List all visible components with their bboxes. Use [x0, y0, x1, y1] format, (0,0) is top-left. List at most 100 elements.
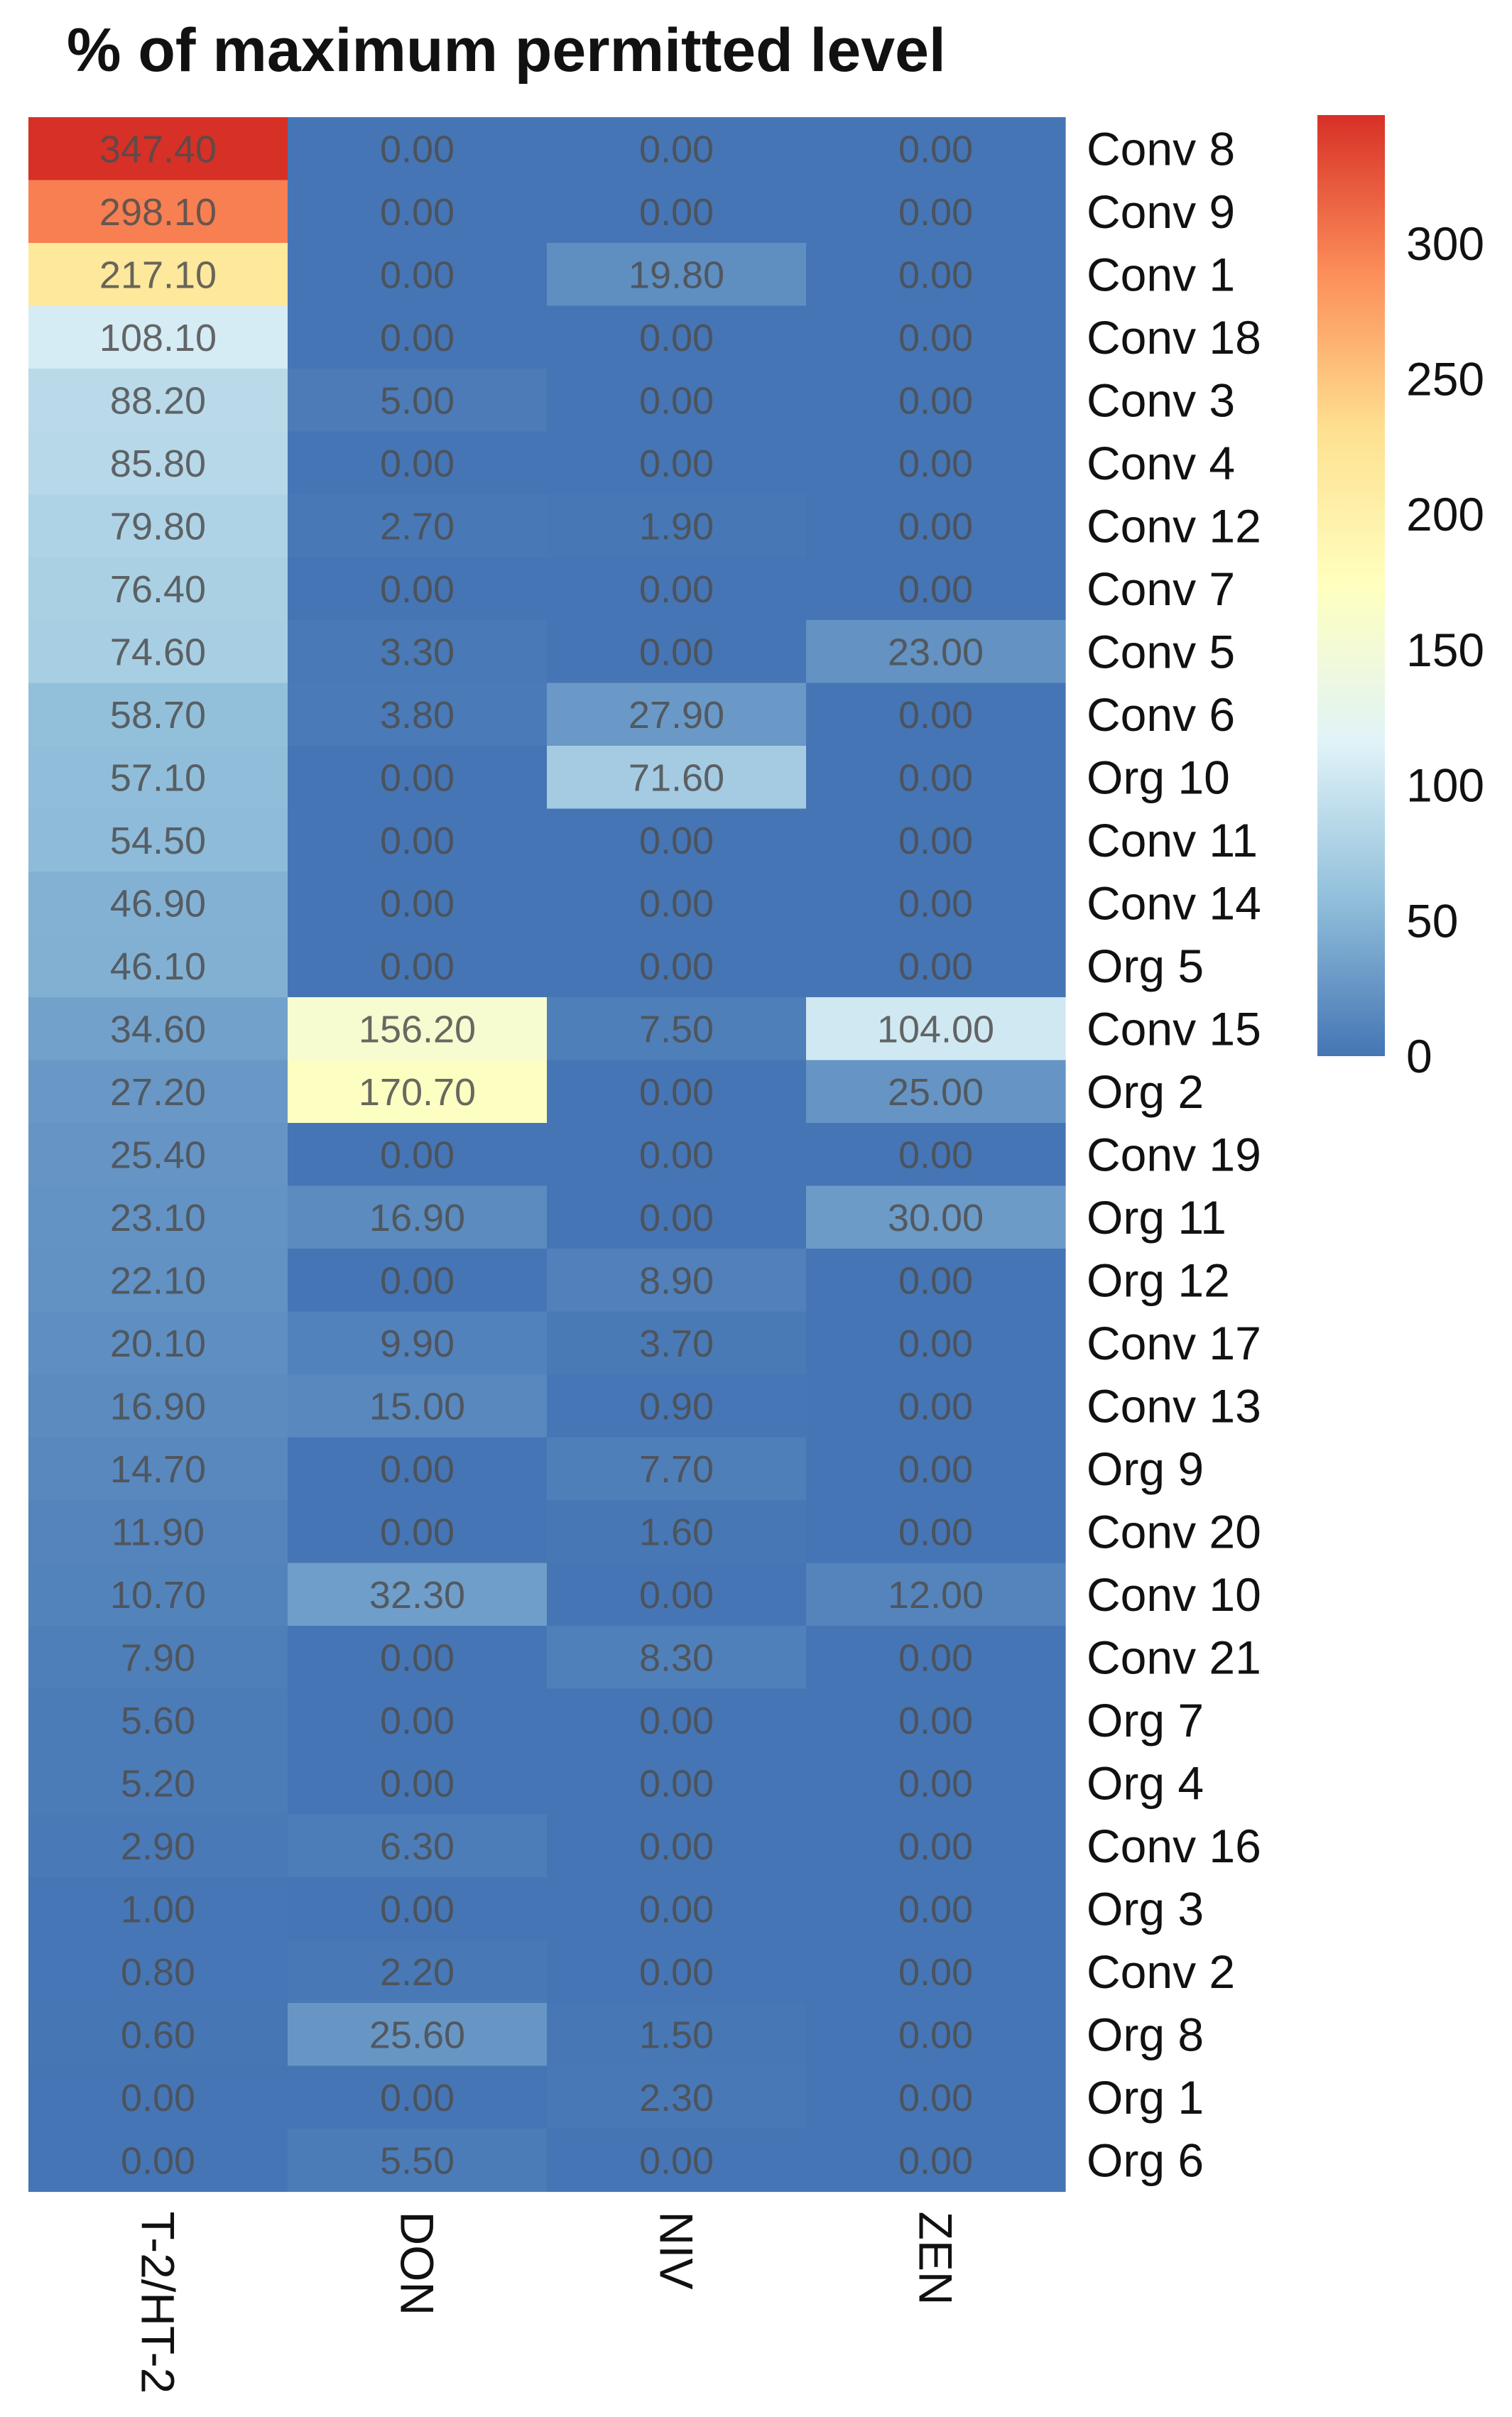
- heatmap-cell: [547, 1437, 807, 1501]
- cell-value-label: 170.70: [359, 1071, 476, 1114]
- cell-value-label: 0.00: [639, 1888, 714, 1930]
- cell-value-label: 0.00: [898, 1259, 973, 1302]
- heatmap-cell: [28, 117, 288, 181]
- row-label: Org 12: [1087, 1254, 1230, 1306]
- heatmap-cell: [288, 1249, 548, 1313]
- cell-value-label: 7.70: [639, 1448, 714, 1491]
- heatmap-cell: [288, 1563, 548, 1626]
- cell-value-label: 6.30: [380, 1825, 455, 1868]
- cell-value-label: 46.10: [110, 945, 206, 988]
- cell-value-label: 79.80: [110, 505, 206, 548]
- cell-value-label: 0.00: [898, 2014, 973, 2056]
- heatmap-cell: [547, 557, 807, 621]
- cell-value-label: 0.00: [898, 1636, 973, 1679]
- heatmap-cell: [547, 1123, 807, 1187]
- cell-value-label: 76.40: [110, 568, 206, 611]
- heatmap-cell: [28, 494, 288, 558]
- cell-value-label: 0.00: [898, 1762, 973, 1805]
- heatmap-cell: [28, 1060, 288, 1124]
- heatmap-cell: [806, 1123, 1066, 1187]
- heatmap-cell: [806, 683, 1066, 746]
- heatmap-cell: [806, 369, 1066, 433]
- row-label: Conv 4: [1087, 437, 1235, 489]
- cell-value-label: 0.00: [898, 379, 973, 422]
- cell-value-label: 0.00: [380, 128, 455, 170]
- heatmap-cell: [28, 1437, 288, 1501]
- heatmap-cell: [28, 180, 288, 244]
- cell-value-label: 12.00: [888, 1574, 984, 1617]
- heatmap-cell: [288, 1688, 548, 1752]
- cell-value-label: 58.70: [110, 694, 206, 737]
- cell-value-label: 347.40: [99, 128, 217, 170]
- heatmap-cell: [28, 1249, 288, 1313]
- heatmap-cell: [806, 1563, 1066, 1626]
- cell-value-label: 0.00: [898, 568, 973, 611]
- heatmap-cell: [28, 871, 288, 935]
- heatmap-cell: [288, 808, 548, 872]
- heatmap-cell: [806, 1185, 1066, 1249]
- heatmap-cell: [288, 683, 548, 746]
- cell-value-label: 19.80: [629, 254, 724, 296]
- colorbar-tick-label: 250: [1406, 352, 1484, 405]
- cell-value-label: 11.90: [112, 1511, 205, 1553]
- cell-value-label: 0.00: [121, 2139, 195, 2182]
- row-label: Conv 10: [1087, 1568, 1261, 1621]
- heatmap-cell: [806, 1500, 1066, 1564]
- heatmap-cell: [547, 2003, 807, 2067]
- heatmap-cell: [28, 305, 288, 369]
- row-label: Conv 11: [1087, 814, 1258, 867]
- cell-value-label: 0.00: [639, 1574, 714, 1617]
- cell-value-label: 7.50: [639, 1008, 714, 1050]
- cell-value-label: 3.70: [639, 1322, 714, 1365]
- cell-value-label: 0.00: [898, 442, 973, 485]
- row-label: Conv 20: [1087, 1505, 1261, 1558]
- heatmap-cell: [28, 2065, 288, 2129]
- cell-value-label: 8.90: [639, 1259, 714, 1302]
- heatmap-cell: [806, 117, 1066, 181]
- heatmap-cell: [288, 871, 548, 935]
- cell-value-label: 1.60: [639, 1511, 714, 1553]
- cell-value-label: 0.00: [898, 694, 973, 737]
- heatmap-cell: [547, 494, 807, 558]
- cell-value-label: 0.00: [639, 1951, 714, 1994]
- cell-value-label: 54.50: [110, 820, 206, 862]
- cell-value-label: 8.30: [639, 1636, 714, 1679]
- cell-value-label: 0.00: [898, 2139, 973, 2182]
- cell-value-label: 0.00: [639, 191, 714, 234]
- cell-value-label: 1.50: [639, 2014, 714, 2056]
- cell-value-label: 0.00: [898, 1700, 973, 1742]
- heatmap-cell: [288, 180, 548, 244]
- row-label: Org 10: [1087, 751, 1230, 803]
- cell-value-label: 71.60: [629, 756, 724, 799]
- heatmap-cell: [547, 369, 807, 433]
- cell-value-label: 0.00: [898, 1951, 973, 1994]
- heatmap-cell: [288, 1311, 548, 1375]
- heatmap-cell: [288, 1123, 548, 1187]
- cell-value-label: 16.90: [110, 1385, 206, 1428]
- heatmap-cell: [288, 243, 548, 307]
- row-label: Conv 12: [1087, 499, 1261, 552]
- heatmap-cell: [806, 934, 1066, 998]
- column-label: ZEN: [910, 2212, 962, 2305]
- cell-value-label: 0.00: [639, 820, 714, 862]
- cell-value-label: 32.30: [369, 1574, 465, 1617]
- heatmap-cell: [806, 1751, 1066, 1815]
- row-label: Conv 19: [1087, 1128, 1261, 1180]
- heatmap-cell: [28, 1123, 288, 1187]
- heatmap-cell: [806, 2003, 1066, 2067]
- cell-value-label: 0.00: [898, 820, 973, 862]
- heatmap-cell: [28, 1877, 288, 1941]
- heatmap-cell: [288, 117, 548, 181]
- cell-value-label: 0.00: [639, 945, 714, 988]
- cell-value-label: 88.20: [110, 379, 206, 422]
- heatmap-cell: [547, 620, 807, 684]
- heatmap-cell: [28, 2129, 288, 2193]
- row-label: Conv 17: [1087, 1317, 1261, 1369]
- heatmap-cell: [806, 1626, 1066, 1690]
- cell-value-label: 0.00: [380, 820, 455, 862]
- row-label: Conv 1: [1087, 248, 1235, 300]
- heatmap-cell: [28, 1563, 288, 1626]
- cell-value-label: 1.00: [121, 1888, 195, 1930]
- heatmap-cell: [547, 1688, 807, 1752]
